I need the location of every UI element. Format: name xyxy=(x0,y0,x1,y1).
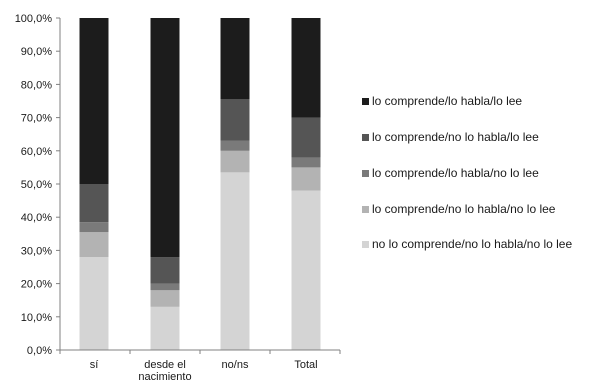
legend-label: lo comprende/no lo habla/no lo lee xyxy=(372,202,556,216)
y-tick-label: 50,0% xyxy=(21,179,52,191)
bar-stack xyxy=(291,18,321,350)
bar-segment xyxy=(220,140,250,151)
bar-segment xyxy=(150,306,180,350)
bar-segment xyxy=(150,257,180,284)
legend-item: no lo comprende/no lo habla/no lo lee xyxy=(362,237,572,251)
y-tick-label: 60,0% xyxy=(21,146,52,158)
x-tick-label-line: desde el xyxy=(144,359,186,371)
y-tick-label: 0,0% xyxy=(27,345,52,357)
bar-segment xyxy=(150,18,180,258)
legend-label: no lo comprende/no lo habla/no lo lee xyxy=(372,237,572,251)
x-tick-label-line: no/ns xyxy=(222,359,249,371)
legend-swatch xyxy=(362,170,369,177)
bar-segment xyxy=(220,150,250,173)
x-tick-label-line: Total xyxy=(294,359,317,371)
bar-stack xyxy=(79,18,109,350)
bar-segment xyxy=(79,18,109,184)
x-tick-label: desde el nacimiento xyxy=(138,359,191,383)
x-axis: sí desde el nacimiento no/ns Total xyxy=(59,349,341,383)
legend-swatch xyxy=(362,134,369,141)
bar-segment xyxy=(150,283,180,291)
legend-label: lo comprende/lo habla/no lo lee xyxy=(372,166,539,180)
legend: lo comprende/lo habla/lo lee lo comprende… xyxy=(362,94,572,251)
x-tick-label-line: sí xyxy=(90,359,99,371)
y-tick-label: 90,0% xyxy=(21,46,52,58)
y-tick-label: 20,0% xyxy=(21,279,52,291)
bars xyxy=(79,18,321,350)
bar-segment xyxy=(291,157,321,168)
legend-item: lo comprende/no lo habla/lo lee xyxy=(362,130,539,144)
bar-stack xyxy=(220,18,250,350)
y-tick-label: 30,0% xyxy=(21,245,52,257)
x-tick-label: sí xyxy=(90,359,99,371)
bar-segment xyxy=(291,167,321,191)
bar-segment xyxy=(79,232,109,258)
y-tick-label: 40,0% xyxy=(21,212,52,224)
y-axis: 0,0% 10,0% 20,0% 30,0% 40,0% 50,0% 60,0% 70,0% 8… xyxy=(15,13,61,357)
legend-label: lo comprende/no lo habla/lo lee xyxy=(372,130,539,144)
y-tick-label: 70,0% xyxy=(21,113,52,125)
legend-item: lo comprende/lo habla/no lo lee xyxy=(362,166,539,180)
y-tick-label: 80,0% xyxy=(21,79,52,91)
x-tick-label: Total xyxy=(294,359,317,371)
legend-swatch xyxy=(362,98,369,105)
legend-item: lo comprende/no lo habla/no lo lee xyxy=(362,202,556,216)
legend-swatch xyxy=(362,206,369,213)
bar-segment xyxy=(150,290,180,307)
legend-swatch xyxy=(362,241,369,248)
x-tick-label-line: nacimiento xyxy=(138,371,191,383)
bar-stack xyxy=(150,18,180,350)
bar-segment xyxy=(291,18,321,118)
y-tick-label: 100,0% xyxy=(15,13,53,25)
bar-segment xyxy=(79,257,109,350)
bar-segment xyxy=(220,18,250,100)
bar-segment xyxy=(291,190,321,350)
legend-item: lo comprende/lo habla/lo lee xyxy=(362,94,522,108)
y-tick-label: 10,0% xyxy=(21,312,52,324)
legend-label: lo comprende/lo habla/lo lee xyxy=(372,94,522,108)
bar-segment xyxy=(291,117,321,158)
bar-segment xyxy=(79,184,109,223)
bar-segment xyxy=(79,222,109,233)
bar-segment xyxy=(220,172,250,350)
x-tick-label: no/ns xyxy=(222,359,249,371)
bar-segment xyxy=(220,99,250,141)
